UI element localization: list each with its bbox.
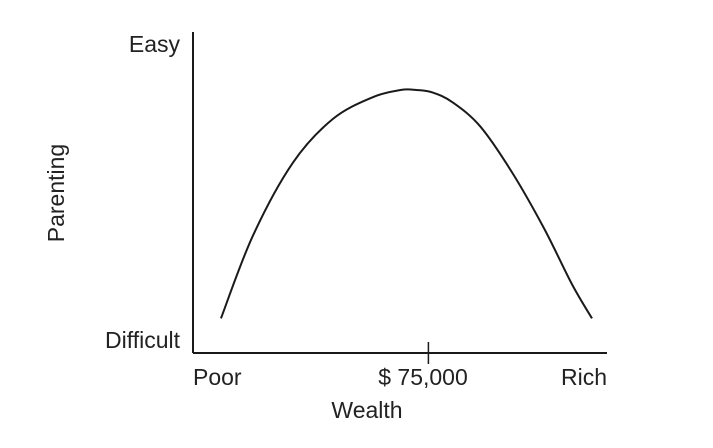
y-tick-label-top: Easy bbox=[129, 31, 181, 57]
x-tick-label-right: Rich bbox=[561, 364, 607, 390]
x-axis-label: Wealth bbox=[331, 397, 402, 423]
x-tick-label-middle: $ 75,000 bbox=[378, 364, 468, 390]
y-axis-label: Parenting bbox=[43, 144, 69, 242]
y-tick-label-bottom: Difficult bbox=[105, 327, 181, 353]
x-tick-label-left: Poor bbox=[193, 364, 242, 390]
series-line bbox=[219, 88, 593, 319]
